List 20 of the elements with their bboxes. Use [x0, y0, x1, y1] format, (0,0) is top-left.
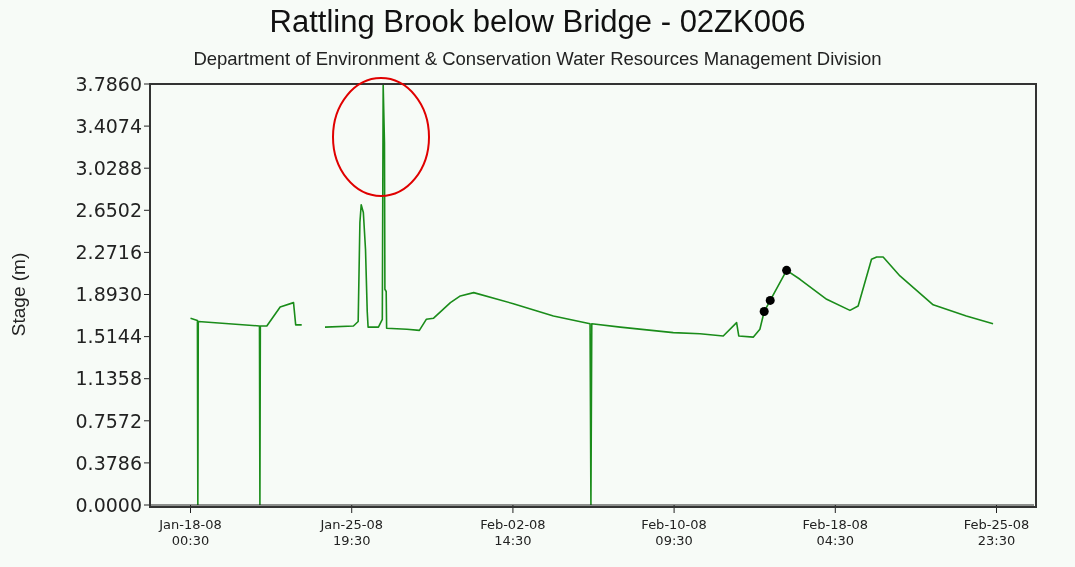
chart-subtitle: Department of Environment & Conservation Water Resources Management Division	[192, 48, 883, 70]
x-tick-label: Jan-25-08 19:30	[319, 517, 383, 548]
y-tick-label: 1.5144	[75, 325, 142, 348]
x-tick-label: Feb-02-08 14:30	[480, 517, 546, 548]
y-tick-label: 1.8930	[75, 283, 142, 306]
y-tick-label: 0.0000	[75, 493, 142, 516]
y-tick-label: 3.4074	[75, 114, 142, 137]
y-tick-label: 1.1358	[75, 367, 142, 390]
x-tick-label: Feb-25-08 23:30	[963, 517, 1030, 548]
y-tick-label: 3.0288	[75, 156, 142, 179]
y-tick-label: 3.7860	[75, 72, 142, 95]
x-tick-label: Feb-18-08 04:30	[802, 517, 869, 548]
x-tick-label: Feb-10-08 09:30	[641, 517, 707, 548]
y-tick-label: 2.6502	[75, 199, 142, 222]
y-axis-title: Stage (m)	[7, 252, 29, 337]
x-tick-label: Jan-18-08 00:30	[158, 517, 222, 548]
y-tick-label: 0.3786	[75, 451, 142, 474]
chart-title: Rattling Brook below Bridge - 02ZK006	[268, 4, 807, 40]
y-tick-label: 0.7572	[75, 409, 142, 432]
y-tick-label: 2.2716	[75, 241, 142, 264]
